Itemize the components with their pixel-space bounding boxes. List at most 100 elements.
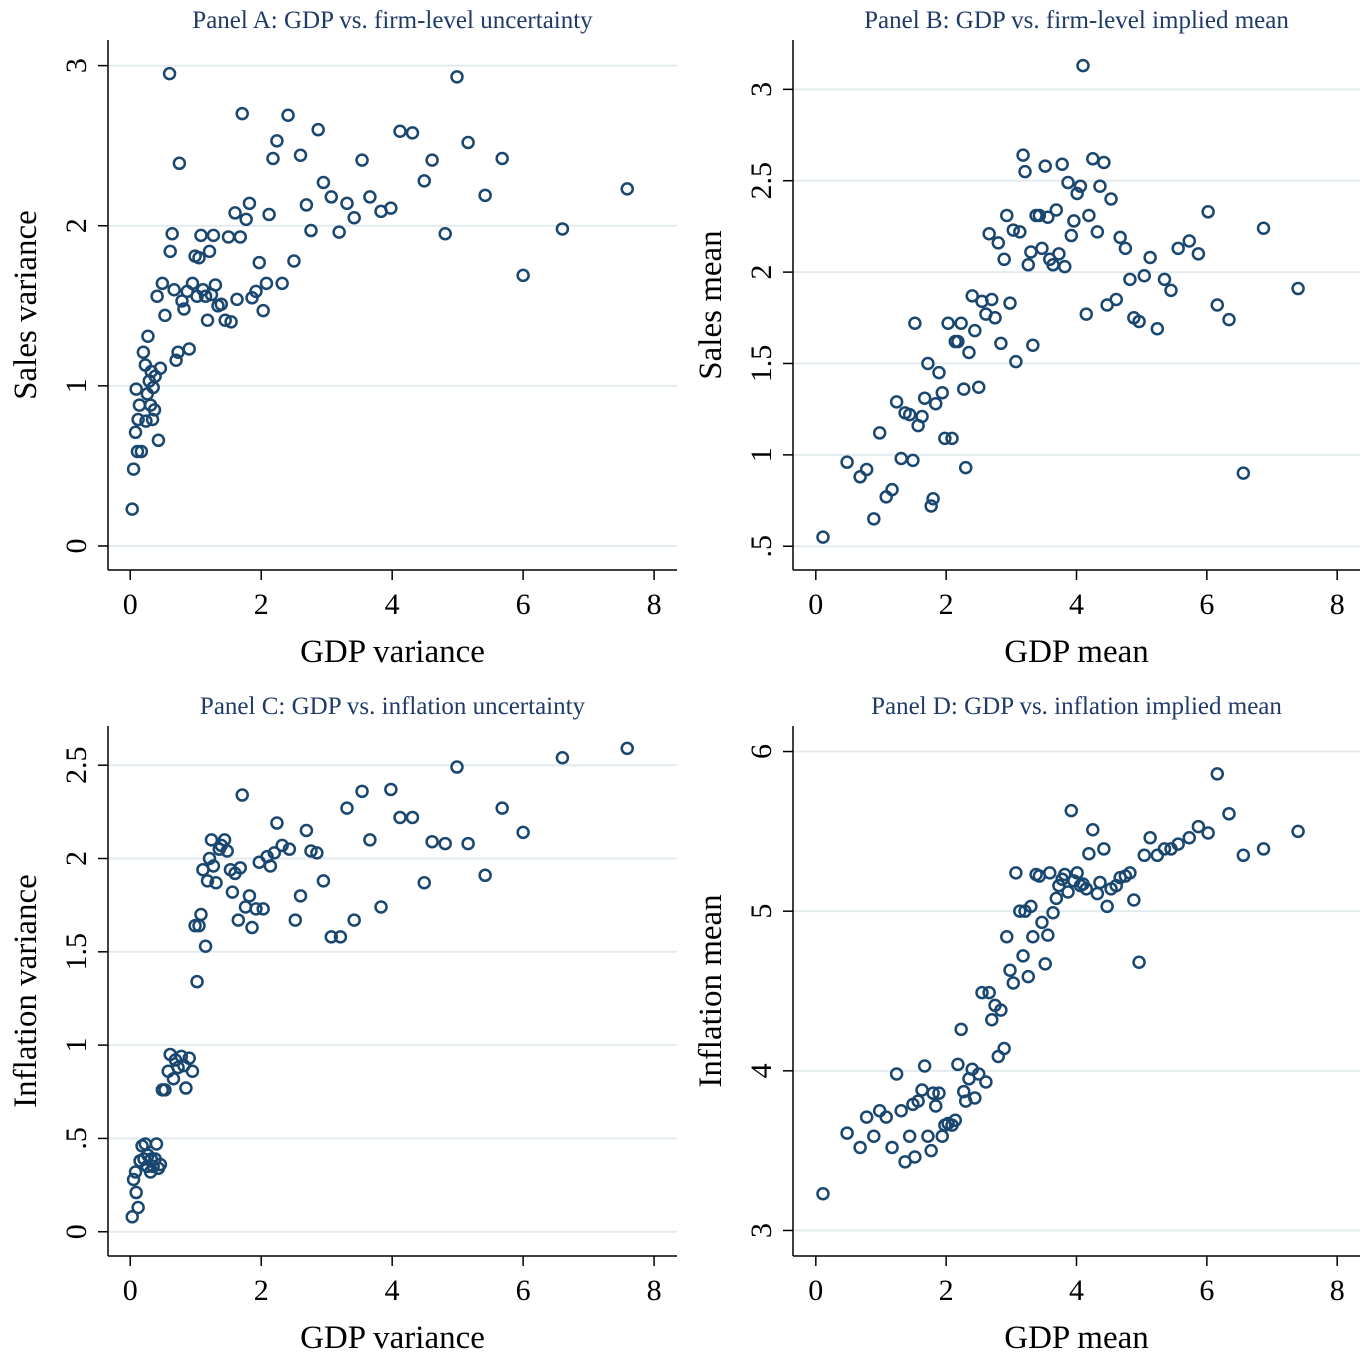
data-point <box>262 207 276 222</box>
y-tick-label: 0 <box>60 538 93 553</box>
data-point <box>245 920 259 935</box>
y-tick-label: 0 <box>60 1224 93 1239</box>
data-point <box>198 289 213 303</box>
data-point <box>1032 208 1047 223</box>
data-point <box>885 482 899 497</box>
data-point <box>263 859 278 873</box>
data-point <box>1003 296 1017 310</box>
data-point <box>853 1140 867 1155</box>
x-axis-title: GDP mean <box>1004 634 1149 670</box>
data-point <box>997 1041 1011 1056</box>
panel-title: Panel C: GDP vs. inflation uncertainty <box>200 693 586 720</box>
data-point <box>1073 179 1088 193</box>
data-point <box>1137 269 1152 283</box>
data-point <box>921 356 935 371</box>
data-point <box>853 470 867 484</box>
data-point <box>965 289 979 303</box>
data-point <box>182 342 196 356</box>
y-tick-label: 1 <box>60 1038 93 1053</box>
data-point <box>425 834 439 849</box>
data-point <box>921 1129 935 1144</box>
data-point <box>177 302 191 316</box>
data-point <box>182 1051 196 1065</box>
data-point <box>1201 826 1215 840</box>
data-point <box>867 1129 881 1144</box>
data-point <box>954 316 968 331</box>
data-point <box>259 276 274 291</box>
data-point <box>1070 866 1084 880</box>
data-point <box>363 833 377 847</box>
data-point <box>363 190 377 204</box>
data-point <box>924 1143 938 1158</box>
data-point <box>1182 830 1196 845</box>
data-point <box>924 499 938 513</box>
data-point <box>1291 281 1305 296</box>
data-point <box>935 385 949 400</box>
data-point <box>347 210 361 225</box>
data-point <box>971 1067 986 1081</box>
data-point <box>1035 915 1049 930</box>
data-point <box>1052 878 1066 893</box>
data-point <box>1104 192 1118 206</box>
data-point <box>275 838 289 853</box>
y-tick-label: 2 <box>60 851 93 866</box>
data-point <box>1097 842 1111 856</box>
data-point <box>1113 230 1127 245</box>
data-point <box>478 188 492 203</box>
data-point <box>165 226 179 241</box>
data-point <box>985 1012 999 1027</box>
data-point <box>256 902 270 916</box>
data-point <box>1127 893 1141 907</box>
x-tick-label: 6 <box>1199 588 1214 621</box>
data-point <box>158 1083 172 1097</box>
y-tick-label: .5 <box>745 535 778 558</box>
data-point <box>288 913 303 927</box>
data-point <box>917 391 932 405</box>
data-point <box>136 345 151 359</box>
data-point <box>134 444 149 459</box>
data-point <box>384 201 398 215</box>
data-point <box>153 1157 168 1172</box>
data-point <box>816 1186 830 1201</box>
data-point <box>1143 250 1157 265</box>
data-point <box>340 196 354 211</box>
data-point <box>417 876 432 890</box>
data-point <box>1061 885 1075 899</box>
data-point <box>1097 155 1111 170</box>
data-point <box>555 222 570 236</box>
y-axis-title: Inflation mean <box>693 894 729 1087</box>
data-point <box>816 530 830 544</box>
x-tick-label: 2 <box>254 588 269 621</box>
data-point <box>872 426 887 440</box>
data-point <box>941 316 955 331</box>
data-point <box>906 453 920 468</box>
data-point <box>1079 882 1094 896</box>
x-tick-label: 4 <box>385 588 400 621</box>
data-point <box>1055 157 1069 172</box>
data-point <box>1201 205 1215 219</box>
data-point <box>1171 241 1185 256</box>
data-point <box>1082 846 1096 861</box>
data-point <box>859 462 874 477</box>
data-point <box>971 380 986 394</box>
data-point <box>840 1126 854 1140</box>
data-point <box>393 124 407 139</box>
data-point <box>125 1210 139 1224</box>
data-point <box>968 323 982 338</box>
y-tick-label: 3 <box>60 58 93 73</box>
data-point <box>1157 842 1172 856</box>
data-point <box>333 930 348 944</box>
data-point <box>310 846 324 860</box>
data-point <box>968 1091 982 1105</box>
data-point <box>242 196 257 211</box>
data-point <box>1043 866 1057 880</box>
data-point <box>128 425 143 440</box>
data-point <box>450 760 464 774</box>
x-axis-title: GDP mean <box>1004 1320 1149 1356</box>
data-point <box>324 930 339 944</box>
data-point <box>985 292 999 307</box>
data-point <box>252 255 267 270</box>
data-point <box>225 885 240 899</box>
data-point <box>1123 272 1137 287</box>
data-point <box>1132 955 1146 970</box>
